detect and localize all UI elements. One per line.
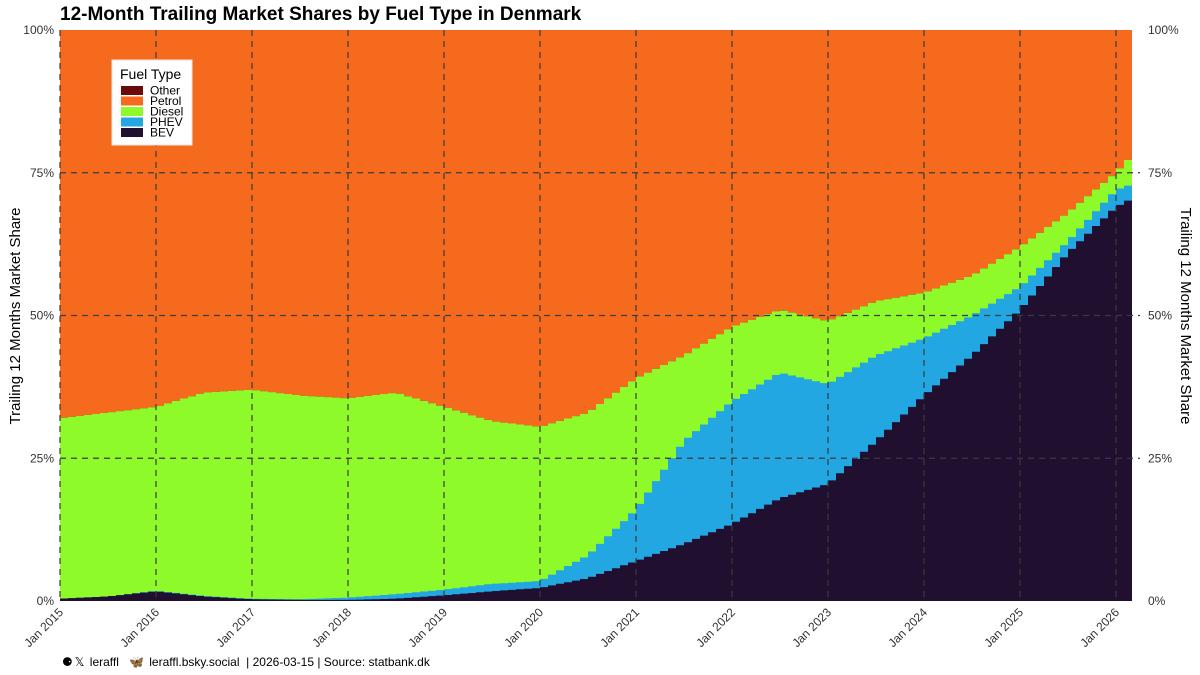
legend-label-diesel: Diesel xyxy=(150,105,183,119)
footer-handle-x: leraffl xyxy=(89,654,119,669)
chart-title: 12-Month Trailing Market Shares by Fuel … xyxy=(60,4,582,25)
y-axis-right: 0% 25% 50% 75% 100% xyxy=(1148,23,1179,608)
x-axis: Jan 2015 Jan 2016 Jan 2017 Jan 2018 Jan 2019… xyxy=(21,605,1122,650)
y-axis-left: 0% 25% 50% 75% 100% xyxy=(23,23,54,608)
y-tick-label-left: 50% xyxy=(30,309,54,323)
x-tick-label: Jan 2026 xyxy=(1077,605,1122,650)
x-tick-label: Jan 2016 xyxy=(117,605,162,650)
y-tick-label-right: 50% xyxy=(1148,309,1172,323)
legend-swatch-diesel xyxy=(121,107,143,116)
legend-label-petrol: Petrol xyxy=(150,94,181,108)
x-icon: 𝕏 xyxy=(74,654,85,669)
legend-label-phev: PHEV xyxy=(150,115,183,129)
legend-swatch-other xyxy=(121,86,143,95)
y-tick-label-right: 0% xyxy=(1148,594,1166,608)
x-tick-label: Jan 2017 xyxy=(213,605,258,650)
y-tick-label-left: 0% xyxy=(37,594,55,608)
x-tick-label: Jan 2024 xyxy=(885,605,930,650)
y-tick-label-right: 25% xyxy=(1148,451,1172,465)
legend-swatch-petrol xyxy=(121,96,143,106)
y-tick-label-left: 25% xyxy=(30,451,54,465)
x-tick-label: Jan 2020 xyxy=(501,605,546,650)
legend-label-other: Other xyxy=(150,84,180,98)
legend-title: Fuel Type xyxy=(120,66,181,82)
x-tick-label: Jan 2015 xyxy=(21,605,66,650)
y-tick-label-right: 75% xyxy=(1148,166,1172,180)
footer: ⚈ 𝕏 leraffl 🦋 leraffl.bsky.social | 2026-… xyxy=(62,654,430,669)
footer-meta: | 2026-03-15 | Source: statbank.dk xyxy=(246,654,430,669)
y-axis-title-right: Trailing 12 Months Market Share xyxy=(1177,207,1194,424)
area-bev xyxy=(60,200,1132,601)
legend-swatch-phev xyxy=(121,117,143,127)
chart-grid xyxy=(59,30,1140,601)
x-tick-label: Jan 2023 xyxy=(789,605,834,650)
x-tick-label: Jan 2018 xyxy=(309,605,354,650)
legend-swatch-bev xyxy=(121,128,143,137)
footer-handle-bsky: leraffl.bsky.social xyxy=(149,654,240,669)
y-tick-label-left: 75% xyxy=(30,166,54,180)
x-tick-label: Jan 2022 xyxy=(693,605,738,650)
y-axis-title-left: Trailing 12 Months Market Share xyxy=(7,207,24,424)
x-tick-label: Jan 2021 xyxy=(597,605,642,650)
chart-areas xyxy=(60,30,1132,601)
x-tick-label: Jan 2019 xyxy=(405,605,450,650)
mastodon-icon: ⚈ xyxy=(62,654,73,669)
x-tick-label: Jan 2025 xyxy=(981,605,1026,650)
legend-label-bev: BEV xyxy=(150,126,174,140)
y-tick-label-right: 100% xyxy=(1148,23,1179,37)
bluesky-icon: 🦋 xyxy=(128,654,144,669)
y-tick-label-left: 100% xyxy=(23,23,54,37)
